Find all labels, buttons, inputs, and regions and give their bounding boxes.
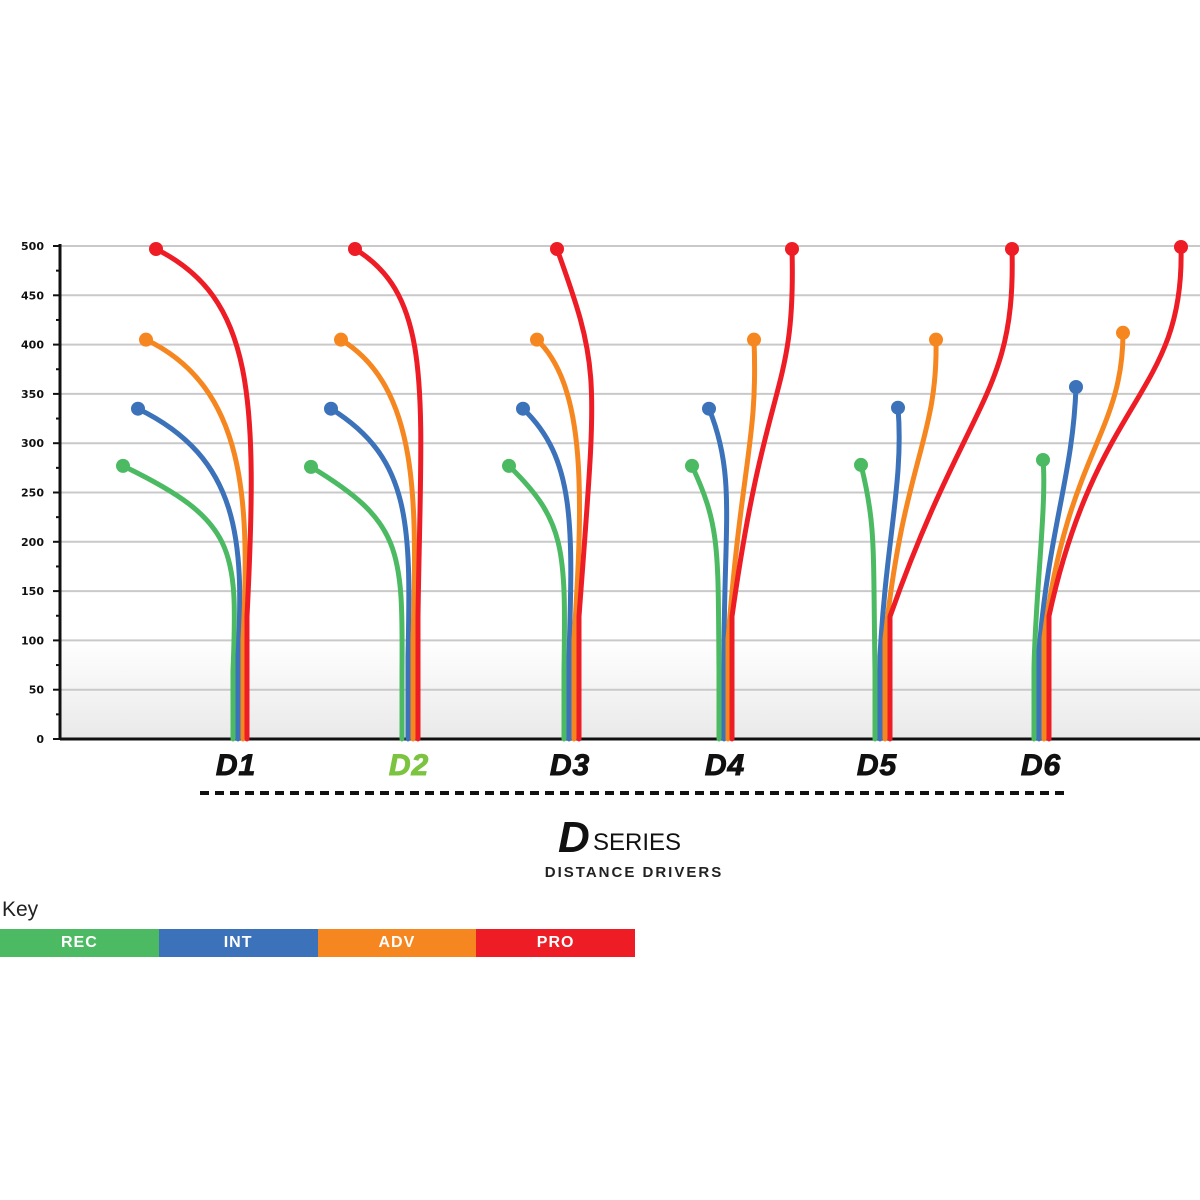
flight-endpoint-d2-rec xyxy=(304,459,318,474)
series-subtitle: DISTANCE DRIVERS xyxy=(545,864,723,881)
flight-path-d2-int xyxy=(328,406,412,742)
flight-endpoint-d1-pro xyxy=(149,241,163,256)
disc-label-d6: D6 xyxy=(1021,749,1061,782)
disc-labels: D1 D2 D3 D4 D5 D6 xyxy=(215,749,1061,783)
flight-endpoint-d3-pro xyxy=(550,241,564,256)
y-tick-label: 350 xyxy=(21,388,44,401)
key-title: Key xyxy=(2,898,39,921)
flight-path-d5-pro xyxy=(887,246,1015,742)
flight-path-d1-adv xyxy=(143,337,248,742)
flight-endpoint-d5-rec xyxy=(854,457,868,472)
flight-path-d2-pro xyxy=(352,246,424,742)
y-tick-label: 400 xyxy=(21,339,44,352)
flight-endpoint-d4-int xyxy=(702,401,716,416)
flight-endpoint-d2-int xyxy=(324,401,338,416)
y-tick-label: 250 xyxy=(21,487,44,500)
series-logo-word: SERIES xyxy=(593,829,681,856)
flight-path-d4-adv xyxy=(725,337,758,742)
flight-path-d2-rec xyxy=(308,464,405,742)
flight-path-d1-rec xyxy=(120,463,237,742)
flight-endpoint-d3-int xyxy=(516,401,530,416)
key-item-int: INT xyxy=(158,929,318,957)
disc-label-d1: D1 xyxy=(216,749,256,782)
flight-path-d4-pro xyxy=(729,246,795,742)
flight-path-d1-pro xyxy=(153,246,254,742)
key-item-pro: PRO xyxy=(476,929,635,957)
key-bar: REC INT ADV PRO xyxy=(0,929,635,957)
y-tick-label: 450 xyxy=(21,289,44,302)
flight-endpoint-d4-pro xyxy=(785,241,799,256)
flight-group-d2 xyxy=(304,241,424,742)
disc-label-d2: D2 xyxy=(389,749,429,782)
y-tick-label: 500 xyxy=(21,240,44,253)
flight-group-d4 xyxy=(685,241,799,742)
flight-endpoint-d1-int xyxy=(131,401,145,416)
flight-path-d6-rec xyxy=(1031,457,1047,742)
y-tick-label: 150 xyxy=(21,585,44,598)
flight-path-d6-adv xyxy=(1041,330,1126,742)
flight-endpoint-d2-pro xyxy=(348,241,362,256)
flight-path-d4-rec xyxy=(689,463,722,742)
flight-endpoint-d2-adv xyxy=(334,332,348,347)
series-logo: D SERIES DISTANCE DRIVERS xyxy=(545,813,723,881)
key-item-rec: REC xyxy=(0,929,159,957)
flight-path-d3-int xyxy=(520,406,574,742)
grid-lines xyxy=(60,245,1200,691)
flight-paths xyxy=(116,239,1188,742)
flight-path-d3-rec xyxy=(506,463,568,742)
flight-path-d1-int xyxy=(135,406,243,742)
flight-endpoint-d3-adv xyxy=(530,332,544,347)
flight-path-d5-int xyxy=(877,405,902,742)
y-tick-label: 300 xyxy=(21,437,44,450)
flight-group-d5 xyxy=(854,241,1019,742)
y-axis-ticks: 0 50 100 150 200 250 300 350 400 450 500 xyxy=(21,240,60,746)
y-tick-label: 0 xyxy=(36,733,44,746)
flight-endpoint-d5-int xyxy=(891,400,905,415)
flight-endpoint-d5-adv xyxy=(929,332,943,347)
flight-path-d6-int xyxy=(1036,384,1079,742)
flight-path-d3-adv xyxy=(534,337,583,742)
y-tick-label: 200 xyxy=(21,536,44,549)
flight-endpoint-d4-adv xyxy=(747,332,761,347)
y-tick-label: 100 xyxy=(21,634,44,647)
disc-label-d3: D3 xyxy=(550,749,590,782)
flight-endpoint-d6-rec xyxy=(1036,452,1050,467)
flight-endpoint-d3-rec xyxy=(502,458,516,473)
series-logo-letter: D xyxy=(558,813,590,862)
flight-path-d3-pro xyxy=(554,246,595,742)
flight-endpoint-d6-int xyxy=(1069,379,1083,394)
flight-endpoint-d4-rec xyxy=(685,458,699,473)
flight-group-d1 xyxy=(116,241,254,742)
flight-endpoint-d1-adv xyxy=(139,332,153,347)
y-tick-label: 50 xyxy=(29,684,45,697)
flight-path-d6-pro xyxy=(1046,244,1184,742)
disc-label-d5: D5 xyxy=(857,749,898,782)
flight-endpoint-d5-pro xyxy=(1005,241,1019,256)
flight-endpoint-d6-pro xyxy=(1174,239,1188,254)
flight-endpoint-d1-rec xyxy=(116,458,130,473)
flight-path-d4-int xyxy=(706,406,730,742)
flight-path-d5-adv xyxy=(882,337,939,742)
flight-group-d3 xyxy=(502,241,595,742)
disc-label-d4: D4 xyxy=(705,749,745,782)
flight-endpoint-d6-adv xyxy=(1116,325,1130,340)
flight-group-d6 xyxy=(1031,239,1188,742)
flight-path-d5-rec xyxy=(858,462,878,742)
flight-path-d2-adv xyxy=(338,337,418,742)
key-item-adv: ADV xyxy=(317,929,477,957)
